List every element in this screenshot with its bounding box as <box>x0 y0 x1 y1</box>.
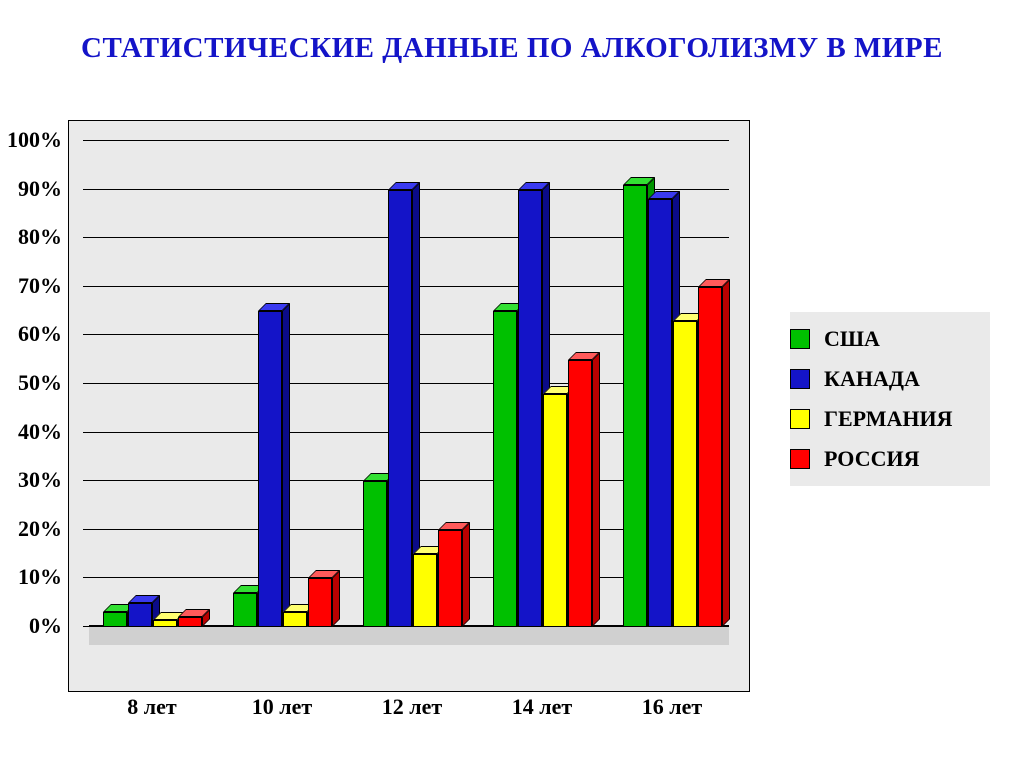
y-tick-label: 50% <box>0 370 62 396</box>
y-tick-label: 10% <box>0 564 62 590</box>
bar <box>128 603 152 627</box>
bar <box>438 530 462 627</box>
y-tick-label: 90% <box>0 176 62 202</box>
bar <box>258 311 282 627</box>
page: СТАТИСТИЧЕСКИЕ ДАННЫЕ ПО АЛКОГОЛИЗМУ В М… <box>0 0 1024 767</box>
legend-label: ГЕРМАНИЯ <box>824 406 952 432</box>
bar <box>363 481 387 627</box>
legend-swatch <box>790 409 810 429</box>
bar <box>568 360 592 627</box>
bar <box>623 185 647 627</box>
bar <box>673 321 697 627</box>
chart-title: СТАТИСТИЧЕСКИЕ ДАННЫЕ ПО АЛКОГОЛИЗМУ В М… <box>0 32 1024 65</box>
legend-label: КАНАДА <box>824 366 920 392</box>
bar <box>233 593 257 627</box>
legend: США КАНАДА ГЕРМАНИЯ РОССИЯ <box>790 312 990 486</box>
y-tick-label: 30% <box>0 467 62 493</box>
x-tick-label: 10 лет <box>217 694 347 720</box>
legend-label: США <box>824 326 880 352</box>
legend-swatch <box>790 329 810 349</box>
bar <box>178 617 202 627</box>
y-tick <box>83 626 89 627</box>
gridline <box>89 140 729 141</box>
y-tick-label: 70% <box>0 273 62 299</box>
bar <box>283 612 307 627</box>
bar <box>153 620 177 627</box>
y-tick <box>83 383 89 384</box>
y-tick <box>83 140 89 141</box>
legend-item: США <box>790 326 990 352</box>
bar <box>103 612 127 627</box>
legend-swatch <box>790 449 810 469</box>
y-tick <box>83 529 89 530</box>
y-tick-label: 60% <box>0 321 62 347</box>
legend-item: ГЕРМАНИЯ <box>790 406 990 432</box>
bar <box>413 554 437 627</box>
plot-area <box>89 141 729 645</box>
legend-item: КАНАДА <box>790 366 990 392</box>
legend-swatch <box>790 369 810 389</box>
bar <box>308 578 332 627</box>
bar <box>518 190 542 627</box>
y-tick <box>83 334 89 335</box>
y-tick <box>83 286 89 287</box>
y-tick <box>83 237 89 238</box>
y-tick <box>83 577 89 578</box>
y-tick-label: 80% <box>0 224 62 250</box>
bar <box>388 190 412 627</box>
y-tick <box>83 480 89 481</box>
y-tick-label: 40% <box>0 419 62 445</box>
legend-item: РОССИЯ <box>790 446 990 472</box>
y-tick <box>83 189 89 190</box>
bar <box>698 287 722 627</box>
y-tick-label: 20% <box>0 516 62 542</box>
x-tick-label: 14 лет <box>477 694 607 720</box>
bar <box>493 311 517 627</box>
legend-label: РОССИЯ <box>824 446 919 472</box>
y-tick-label: 100% <box>0 127 62 153</box>
x-tick-label: 16 лет <box>607 694 737 720</box>
bar <box>543 394 567 627</box>
x-tick-label: 12 лет <box>347 694 477 720</box>
chart-frame <box>68 120 750 692</box>
chart-floor <box>89 626 729 645</box>
y-tick <box>83 432 89 433</box>
y-tick-label: 0% <box>0 613 62 639</box>
x-tick-label: 8 лет <box>87 694 217 720</box>
bar <box>648 199 672 627</box>
